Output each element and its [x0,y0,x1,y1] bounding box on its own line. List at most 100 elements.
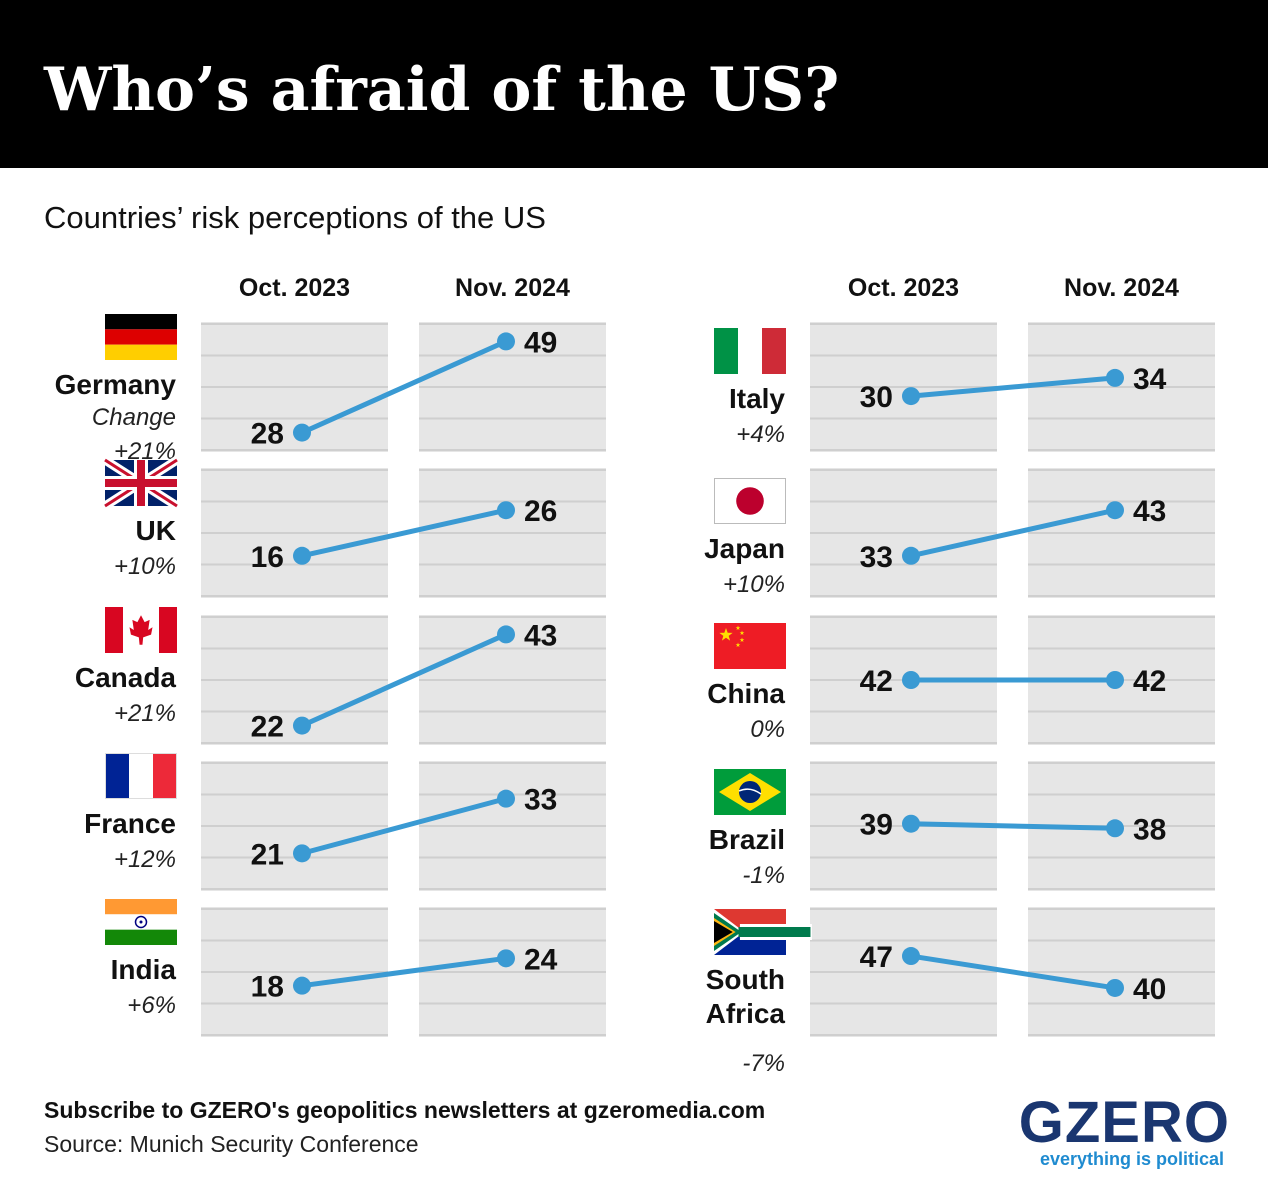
china-flag-icon [714,623,786,669]
source-note: Source: Munich Security Conference [44,1131,419,1157]
value-label-oct-2023: 33 [860,541,893,574]
value-label-nov-2024: 43 [1133,495,1166,528]
italy-flag-icon [714,328,786,374]
slope-line [908,821,1118,831]
data-point-nov-2024 [1106,501,1124,520]
change-value: -7% [742,1050,785,1077]
change-value: +12% [114,846,176,873]
country-name: Italy [729,383,785,414]
data-point-nov-2024 [497,949,515,968]
data-point-nov-2024 [497,625,515,644]
slope-line [299,631,509,729]
data-point-oct-2023 [293,716,311,735]
country-china: 42 42 China 0% [707,615,1215,745]
data-point-oct-2023 [902,947,920,966]
data-point-nov-2024 [1106,978,1124,997]
value-label-oct-2023: 28 [251,418,284,451]
change-label: Change [92,404,176,431]
data-point-oct-2023 [293,976,311,995]
country-name: Canada [75,662,177,693]
subscribe-note: Subscribe to GZERO's geopolitics newslet… [44,1097,766,1123]
slope-line [908,507,1118,559]
france-flag-icon [105,753,177,799]
slope-line [299,955,509,989]
value-label-nov-2024: 43 [524,619,557,652]
value-label-nov-2024: 42 [1133,665,1166,698]
header-bar: Who’s afraid of the US? [0,0,1268,168]
country-name: France [84,808,176,839]
country-name: Brazil [709,824,785,855]
value-label-oct-2023: 39 [860,809,893,842]
south-africa-flag-icon [714,909,812,955]
country-brazil: 39 38 Brazil -1% [709,761,1215,891]
country-name: Africa [706,998,786,1029]
value-label-nov-2024: 33 [524,784,557,817]
change-value: -1% [742,862,785,889]
country-name: India [111,954,177,985]
value-label-nov-2024: 38 [1133,813,1166,846]
uk-flag-icon [102,456,180,510]
change-value: +4% [736,421,785,448]
country-japan: 33 43 Japan +10% [704,468,1215,598]
data-point-oct-2023 [293,546,311,565]
country-name: South [706,964,785,995]
logo-tagline: everything is political [1039,1149,1224,1169]
change-value: +6% [127,992,176,1019]
data-point-nov-2024 [1106,671,1124,689]
value-label-oct-2023: 47 [860,941,893,974]
gzero-logo: GZERO everything is political [1019,1092,1230,1172]
chart-title: Who’s afraid of the US? [44,55,840,125]
country-canada: 22 43 Canada +21% [75,607,606,745]
country-name: UK [136,515,176,546]
change-value: +21% [114,700,176,727]
data-point-oct-2023 [902,546,920,565]
data-point-nov-2024 [497,332,515,351]
canada-flag-icon [105,607,177,653]
column-header-nov-2024: Nov. 2024 [1064,274,1179,302]
india-flag-icon [105,899,177,945]
slope-line [908,953,1118,991]
value-label-oct-2023: 42 [860,665,893,698]
data-point-oct-2023 [902,814,920,833]
data-point-oct-2023 [293,423,311,442]
column-header-nov-2024: Nov. 2024 [455,274,570,302]
country-uk: 16 26 UK +10% [102,456,606,598]
data-point-oct-2023 [293,844,311,863]
value-label-oct-2023: 18 [251,971,284,1004]
country-name: Japan [704,533,785,564]
column-header-oct-2023: Oct. 2023 [239,274,350,302]
germany-flag-icon [105,314,177,360]
data-point-oct-2023 [902,387,920,406]
country-name: China [707,678,785,709]
data-point-nov-2024 [497,789,515,808]
chart-subtitle: Countries’ risk perceptions of the US [44,200,546,235]
logo-wordmark: GZERO [1018,1090,1230,1155]
data-point-nov-2024 [1106,368,1124,387]
value-label-nov-2024: 34 [1133,363,1167,396]
change-value: +10% [114,553,176,580]
change-value: +10% [723,571,785,598]
slope-line [299,507,509,559]
value-label-oct-2023: 21 [251,838,284,871]
value-label-oct-2023: 30 [860,381,893,414]
value-label-oct-2023: 16 [251,541,284,574]
data-point-nov-2024 [497,501,515,520]
slope-line [299,796,509,856]
value-label-nov-2024: 26 [524,495,557,528]
value-label-nov-2024: 49 [524,326,557,359]
value-label-nov-2024: 24 [524,943,558,976]
country-name: Germany [55,369,177,400]
data-point-nov-2024 [1106,819,1124,838]
slope-line [908,375,1118,399]
brazil-flag-icon [714,769,786,815]
country-italy: 30 34 Italy +4% [714,322,1215,452]
column-header-oct-2023: Oct. 2023 [848,274,959,302]
country-india: 18 24 India +6% [105,899,606,1037]
data-point-oct-2023 [902,671,920,689]
value-label-oct-2023: 22 [251,711,284,744]
change-value: 0% [750,716,785,743]
country-france: 21 33 France +12% [84,753,606,891]
